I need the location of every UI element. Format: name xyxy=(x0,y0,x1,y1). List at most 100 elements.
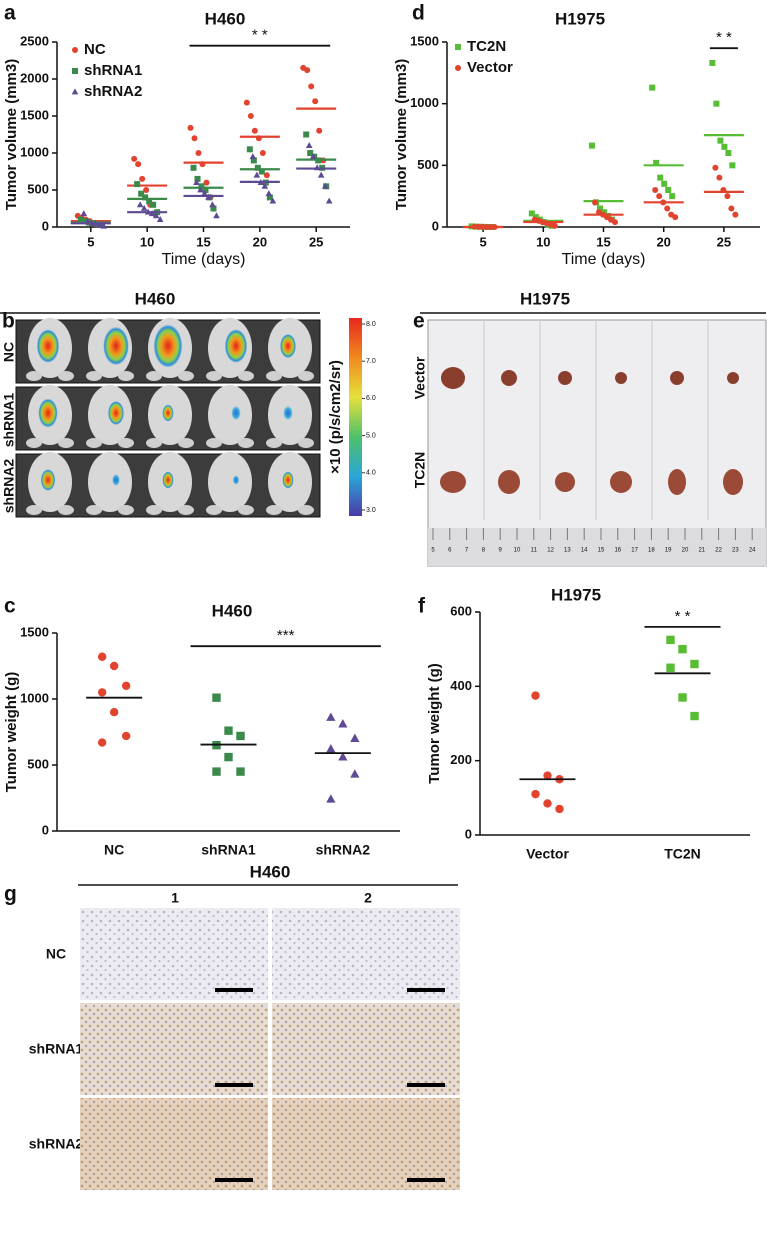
mouse-leg xyxy=(238,505,254,515)
y-tick-label: 500 xyxy=(27,756,49,771)
point xyxy=(657,174,664,181)
significance-label: *** xyxy=(277,627,295,644)
point xyxy=(261,182,269,189)
point xyxy=(678,693,687,702)
point xyxy=(224,752,233,762)
point xyxy=(717,137,724,144)
x-tick-label: shRNA1 xyxy=(201,842,256,858)
colorbar-tick-label: 8.0 xyxy=(366,321,376,328)
signal xyxy=(231,405,241,421)
signal xyxy=(108,401,124,425)
y-tick-label: 1000 xyxy=(20,690,49,705)
mouse-leg xyxy=(118,371,134,381)
point xyxy=(236,731,245,741)
point xyxy=(350,769,360,778)
point xyxy=(197,186,204,193)
point xyxy=(317,171,325,178)
point xyxy=(258,168,265,175)
y-tick-label: 0 xyxy=(465,826,472,841)
mouse-leg xyxy=(266,438,282,448)
chart-title: H1975 xyxy=(555,9,605,28)
ruler-label: 17 xyxy=(631,548,638,554)
imaging-panel xyxy=(15,318,321,518)
point xyxy=(326,744,336,753)
signal xyxy=(40,469,56,491)
point xyxy=(259,150,266,156)
point xyxy=(97,652,107,661)
signal xyxy=(224,329,248,363)
point xyxy=(712,164,719,171)
point xyxy=(725,150,732,156)
signal xyxy=(232,475,240,485)
mouse-leg xyxy=(118,505,134,515)
ruler-label: 23 xyxy=(732,548,739,554)
y-tick-label: 200 xyxy=(450,752,472,767)
tumor xyxy=(727,372,739,384)
mouse-leg xyxy=(146,371,162,381)
point xyxy=(597,205,603,212)
y-tick-label: 500 xyxy=(417,157,439,172)
point xyxy=(728,205,735,212)
point xyxy=(150,201,157,208)
ruler-label: 12 xyxy=(547,548,554,554)
legend-marker xyxy=(72,68,78,74)
colorbar-ticks: 8.0 7.0 6.0 5.0 4.0 3.0 xyxy=(362,321,376,514)
point xyxy=(96,221,104,228)
histology-panel xyxy=(80,908,460,1190)
panel-letter: g xyxy=(4,883,17,906)
row-label: NC xyxy=(46,946,66,962)
point xyxy=(543,799,552,808)
x-tick-label: 5 xyxy=(87,234,94,249)
tumor xyxy=(501,370,517,386)
ruler-label: 21 xyxy=(698,548,705,554)
mouse-leg xyxy=(298,371,314,381)
significance-label: * * xyxy=(675,608,691,625)
mouse-leg xyxy=(238,438,254,448)
tumor-photo-content: 5 6 7 8 9 10 11 12 13 14 15 16 17 18 19 20 21 22 23 24 xyxy=(428,320,766,566)
point xyxy=(134,181,141,188)
tumor xyxy=(610,471,632,493)
scale-bar xyxy=(215,1178,253,1182)
histology-texture xyxy=(80,908,268,1000)
point xyxy=(246,146,253,153)
mouse-leg xyxy=(178,371,194,381)
x-tick-label: shRNA2 xyxy=(316,842,371,858)
colorbar-label: ×10 (p/s/cm2/sr) xyxy=(327,360,344,474)
point xyxy=(121,681,131,690)
point xyxy=(304,67,311,74)
point xyxy=(266,194,273,201)
histology-texture xyxy=(272,1003,460,1095)
point xyxy=(690,659,699,669)
point xyxy=(729,162,736,169)
panel-letter: f xyxy=(418,595,426,618)
point xyxy=(194,175,201,182)
point xyxy=(312,98,319,105)
histology-texture xyxy=(272,908,460,1000)
signal xyxy=(38,398,58,428)
y-tick-label: 1500 xyxy=(20,624,49,639)
panel-title: H1975 xyxy=(520,289,570,308)
point xyxy=(81,218,88,225)
point xyxy=(666,663,675,672)
mouse-leg xyxy=(146,505,162,515)
mouse-leg xyxy=(86,438,102,448)
y-tick-label: 500 xyxy=(27,181,49,196)
point xyxy=(139,175,146,182)
ruler-label: 15 xyxy=(598,548,605,554)
mouse-leg xyxy=(266,505,282,515)
ruler-label: 10 xyxy=(514,548,521,554)
point xyxy=(308,83,315,90)
point xyxy=(672,214,679,221)
y-axis-label: Tumor weight (g) xyxy=(426,663,443,784)
point xyxy=(664,205,671,212)
point xyxy=(210,205,217,212)
point xyxy=(661,180,668,187)
point xyxy=(109,661,119,671)
point xyxy=(97,688,107,697)
mouse-leg xyxy=(298,505,314,515)
x-tick-label: TC2N xyxy=(664,846,701,862)
ruler-label: 11 xyxy=(531,548,538,554)
y-tick-label: 400 xyxy=(450,678,472,693)
legend-label: NC xyxy=(84,41,106,58)
signal xyxy=(103,326,129,366)
